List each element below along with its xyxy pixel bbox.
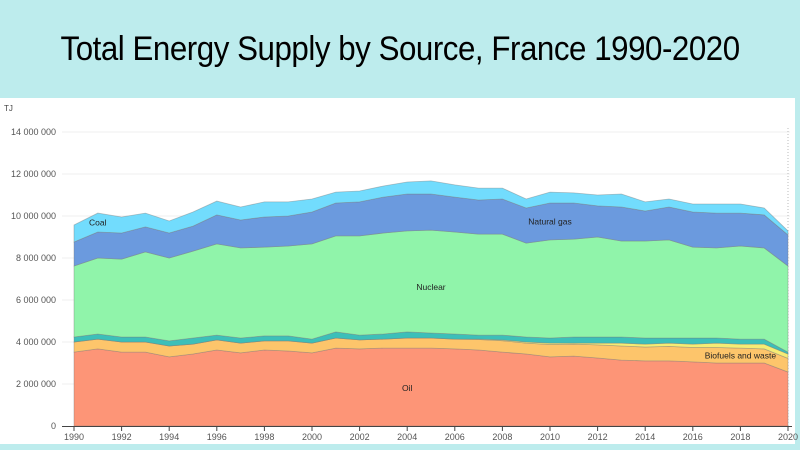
title-banner: Total Energy Supply by Source, France 19…: [0, 0, 800, 98]
area-layers: [73, 180, 789, 427]
y-axis: 0 2 000 000 4 000 000 6 000 000 8 000 000 10 …: [11, 127, 56, 431]
series-label-coal: Coal: [89, 218, 107, 228]
area-coal[interactable]: [73, 180, 789, 243]
x-tick-label: 2016: [683, 432, 703, 442]
x-tick-label: 2018: [730, 432, 750, 442]
y-tick-label: 8 000 000: [16, 253, 56, 263]
x-tick-label: 2004: [397, 432, 417, 442]
x-tick-label: 2020: [778, 432, 798, 442]
x-tick-label: 2014: [635, 432, 655, 442]
y-tick-label: 14 000 000: [11, 127, 56, 137]
area-nuclear[interactable]: [73, 229, 789, 353]
x-tick-label: 2000: [302, 432, 322, 442]
x-tick-label: 1998: [254, 432, 274, 442]
series-label-nuclear: Nuclear: [416, 282, 445, 292]
x-tick-label: 2008: [492, 432, 512, 442]
series-label-biofuels-and-waste: Biofuels and waste: [705, 351, 777, 361]
x-tick-label: 2012: [588, 432, 608, 442]
y-tick-label: 2 000 000: [16, 379, 56, 389]
y-tick-label: 12 000 000: [11, 169, 56, 179]
y-tick-label: 6 000 000: [16, 295, 56, 305]
x-tick-label: 1992: [112, 432, 132, 442]
x-tick-label: 1996: [207, 432, 227, 442]
y-tick-label: 4 000 000: [16, 337, 56, 347]
y-tick-label: 10 000 000: [11, 211, 56, 221]
x-tick-label: 2002: [350, 432, 370, 442]
x-tick-label: 1994: [159, 432, 179, 442]
x-tick-label: 2006: [445, 432, 465, 442]
x-tick-label: 1990: [64, 432, 84, 442]
series-label-natural-gas: Natural gas: [528, 216, 571, 226]
x-axis: 1990 1992 1994 1996 1998 2000 2002 2004 2006 2008…: [62, 426, 798, 442]
y-tick-label: 0: [51, 421, 56, 431]
y-unit-label: TJ: [4, 104, 13, 113]
series-labels: Oil Biofuels and waste Nuclear Natural gas C…: [89, 216, 776, 392]
area-hydro[interactable]: [73, 331, 789, 355]
page-title: Total Energy Supply by Source, France 19…: [60, 29, 740, 68]
x-tick-label: 2010: [540, 432, 560, 442]
series-label-oil: Oil: [402, 383, 413, 393]
